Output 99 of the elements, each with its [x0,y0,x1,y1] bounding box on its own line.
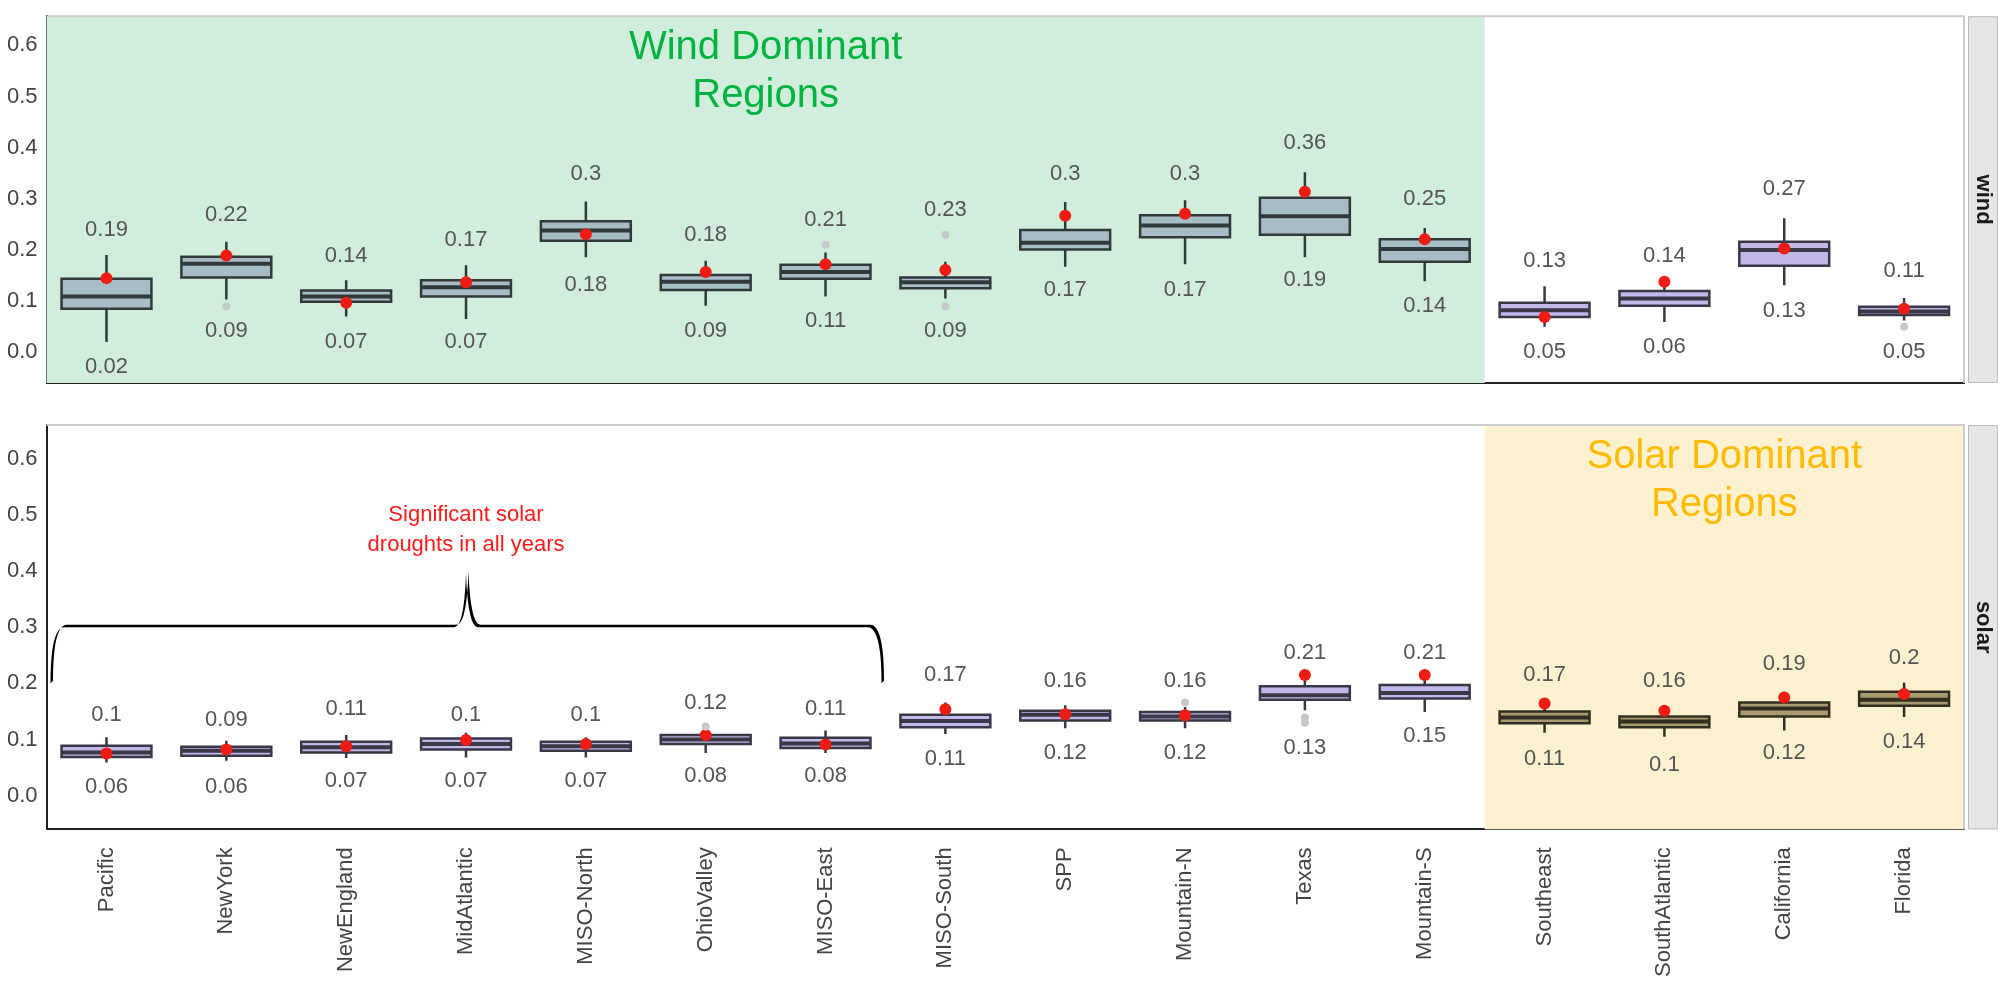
annotation: 0.3 [570,159,602,185]
annotation: 0.05 [1523,337,1566,363]
annotation: 0.13 [1283,733,1327,759]
text: wind [1971,173,1997,225]
y-tick-label: 0.0 [6,338,38,364]
x-tick-label: MISO-East [811,847,837,955]
annotation: 0.1 [570,700,602,726]
y-tick-label: 0.4 [6,133,38,159]
annotation: 0.1 [450,700,482,726]
annotation: 0.2 [1888,644,1920,670]
annotation: 0.12 [684,689,728,715]
annotation: 0.17 [1163,276,1207,302]
annotation: Significant solar droughts in all years [367,500,565,556]
annotation: 0.27 [1762,175,1806,201]
y-tick-label: 0.1 [6,287,38,313]
y-tick-label: 0.2 [6,669,38,695]
annotation: 0.17 [923,661,967,687]
x-tick-label: MISO-South [931,847,957,969]
x-tick-label: California [1770,846,1796,941]
annotation: 0.12 [1043,739,1087,765]
y-tick-label: 0.0 [6,781,38,807]
annotation: 0.16 [1043,666,1087,692]
annotation: 0.09 [204,317,248,343]
x-tick-label: Southeast [1530,847,1556,947]
annotation: 0.02 [85,353,128,379]
annotation: 0.19 [1762,650,1806,676]
annotation: 0.21 [1403,638,1447,664]
annotation: 0.07 [564,767,608,793]
x-tick-label: SPP [1051,847,1077,892]
annotation: 0.36 [1283,129,1327,155]
annotation: 0.07 [444,767,488,793]
y-tick-label: 0.3 [6,184,38,210]
annotation: 0.11 [1883,257,1925,283]
annotation: 0.3 [1049,159,1081,185]
annotation: 0.09 [204,706,248,732]
annotation: 0.21 [804,205,847,231]
annotation: 0.22 [204,200,248,226]
annotation: 0.15 [1403,722,1447,748]
annotation: 0.08 [804,761,847,787]
annotation: 0.14 [1882,728,1926,754]
annotation: 0.13 [1762,296,1806,322]
annotation: 0.05 [1882,337,1926,363]
band-label: Solar Dominant Regions [1586,432,1863,525]
annotation: 0.07 [324,767,368,793]
annotation: 0.12 [1762,739,1806,765]
x-tick-label: MidAtlantic [452,847,478,955]
annotation: 0.07 [324,327,368,353]
annotation: 0.25 [1403,185,1447,211]
annotation: 0.11 [325,694,367,720]
x-tick-label: NewYork [212,846,238,935]
x-tick-label: NewEngland [332,847,358,973]
annotation: 0.14 [324,241,368,267]
annotation: 0.11 [804,307,847,333]
annotation: 0.23 [923,195,967,221]
y-tick-label: 0.1 [6,725,38,751]
annotation: 0.06 [204,773,248,799]
annotation: 0.1 [91,700,122,726]
x-tick-label: Texas [1290,847,1316,905]
annotation: 0.11 [1523,744,1566,770]
annotation: 0.12 [1163,739,1207,765]
x-tick-label: Florida [1890,846,1916,915]
annotation: 0.18 [684,221,728,247]
band-label: Wind Dominant Regions [628,23,903,116]
annotation: 0.3 [1169,159,1201,185]
annotation: 0.11 [924,744,966,770]
annotation: 0.08 [684,761,728,787]
y-tick-label: 0.3 [6,613,38,639]
y-tick-label: 0.2 [6,236,38,262]
annotation: 0.09 [923,317,967,343]
x-tick-label: SouthAtlantic [1650,847,1676,977]
annotation: 0.1 [1649,750,1680,776]
y-tick-label: 0.5 [6,82,38,108]
annotation: 0.17 [444,226,488,252]
annotation: 0.16 [1642,666,1686,692]
x-tick-label: OhioValley [691,847,717,953]
text: solar [1971,600,1997,654]
y-tick-label: 0.6 [6,444,38,470]
annotation: 0.13 [1523,246,1566,272]
annotation: 0.09 [684,317,728,343]
annotation: 0.21 [1283,638,1327,664]
annotation: 0.14 [1403,291,1447,317]
y-tick-label: 0.5 [6,500,38,526]
annotation: 0.17 [1523,661,1566,687]
annotation: 0.17 [1043,276,1087,302]
annotation: 0.11 [804,694,847,720]
x-tick-label: Mountain-N [1171,847,1197,962]
annotation: 0.18 [564,271,608,297]
x-tick-label: Pacific [92,847,118,913]
x-tick-label: Mountain-S [1410,847,1436,960]
annotation: 0.16 [1163,666,1207,692]
annotation: 0.06 [1642,332,1686,358]
x-tick-label: MISO-North [571,847,597,965]
annotation: 0.19 [85,216,128,242]
annotation: 0.14 [1642,241,1686,267]
y-tick-label: 0.4 [6,557,38,583]
annotation: 0.19 [1283,266,1327,292]
annotation: 0.06 [85,773,128,799]
y-tick-label: 0.6 [6,31,38,57]
annotation: 0.07 [444,327,488,353]
